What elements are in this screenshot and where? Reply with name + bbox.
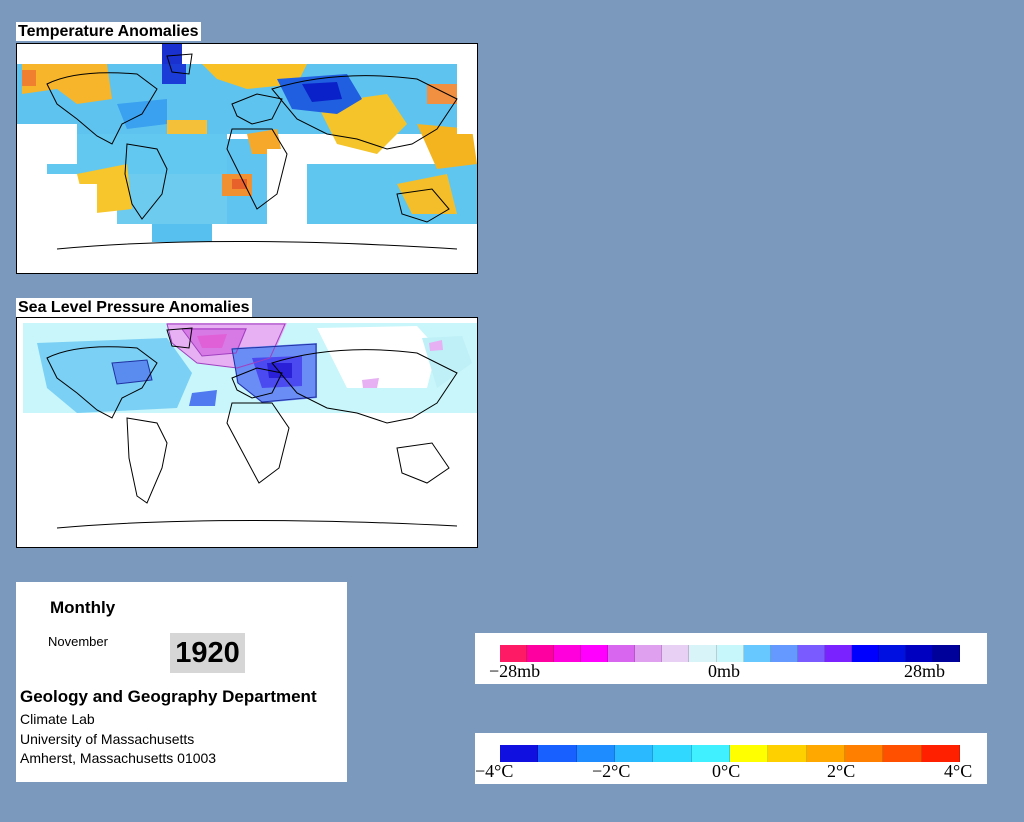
pressure-legend-swatch <box>608 645 636 662</box>
temperature-legend: −4°C −2°C 0°C 2°C 4°C <box>475 733 987 784</box>
month-label: November <box>48 634 108 649</box>
temperature-legend-label-minus2: −2°C <box>592 761 631 781</box>
temperature-legend-swatch <box>883 745 922 762</box>
temperature-legend-label-minus4: −4°C <box>475 761 514 781</box>
pressure-legend-swatch <box>933 645 961 662</box>
pressure-legend-swatch <box>824 645 852 662</box>
temperature-legend-swatch <box>691 745 730 762</box>
pressure-legend-swatch <box>851 645 879 662</box>
pressure-legend: −28mb 0mb 28mb <box>475 633 987 684</box>
pressure-legend-swatch <box>797 645 825 662</box>
frequency-label: Monthly <box>50 598 116 617</box>
pressure-legend-mid-label: 0mb <box>708 661 741 681</box>
temperature-legend-label-0: 0°C <box>712 761 741 781</box>
temperature-legend-label-2: 2°C <box>827 761 856 781</box>
pressure-legend-min-label: −28mb <box>489 661 541 681</box>
pressure-legend-swatch <box>770 645 798 662</box>
pressure-legend-swatch <box>716 645 744 662</box>
address-text: Amherst, Massachusetts 01003 <box>20 750 217 766</box>
pressure-legend-swatch <box>635 645 663 662</box>
temperature-legend-swatch <box>614 745 654 762</box>
lab-name: Climate Lab <box>20 711 95 727</box>
department-name: Geology and Geography Department <box>20 687 317 706</box>
temperature-legend-label-4: 4°C <box>944 761 973 781</box>
pressure-legend-swatch <box>662 645 690 662</box>
pressure-colorbar <box>500 645 961 662</box>
pressure-anomaly-map <box>16 317 478 548</box>
temperature-map-graphic <box>17 44 477 273</box>
temperature-legend-swatch <box>500 745 539 762</box>
pressure-legend-max-label: 28mb <box>904 661 946 681</box>
pressure-legend-swatch <box>689 645 717 662</box>
pressure-legend-swatch <box>527 645 555 662</box>
temperature-legend-swatch <box>729 745 769 762</box>
temperature-panel-title: Temperature Anomalies <box>16 22 201 41</box>
pressure-legend-swatch <box>500 645 528 662</box>
pressure-legend-swatch <box>743 645 771 662</box>
temperature-legend-swatch <box>844 745 884 762</box>
pressure-legend-swatch <box>878 645 906 662</box>
info-panel: Monthly November 1920 Geology and Geogra… <box>16 582 347 782</box>
temperature-legend-swatch <box>653 745 692 762</box>
temperature-legend-swatch <box>538 745 577 762</box>
pressure-map-graphic <box>17 318 477 547</box>
pressure-legend-swatch <box>581 645 609 662</box>
pressure-legend-swatch <box>554 645 582 662</box>
pressure-panel-title: Sea Level Pressure Anomalies <box>16 298 252 317</box>
temperature-anomaly-map <box>16 43 478 274</box>
pressure-legend-swatch <box>905 645 933 662</box>
temperature-legend-swatch <box>921 745 960 762</box>
temperature-legend-swatch <box>576 745 615 762</box>
temperature-colorbar <box>500 745 960 762</box>
temperature-legend-swatch <box>806 745 845 762</box>
temperature-legend-swatch <box>768 745 807 762</box>
university-name: University of Massachusetts <box>20 731 195 747</box>
year-label: 1920 <box>170 633 245 673</box>
